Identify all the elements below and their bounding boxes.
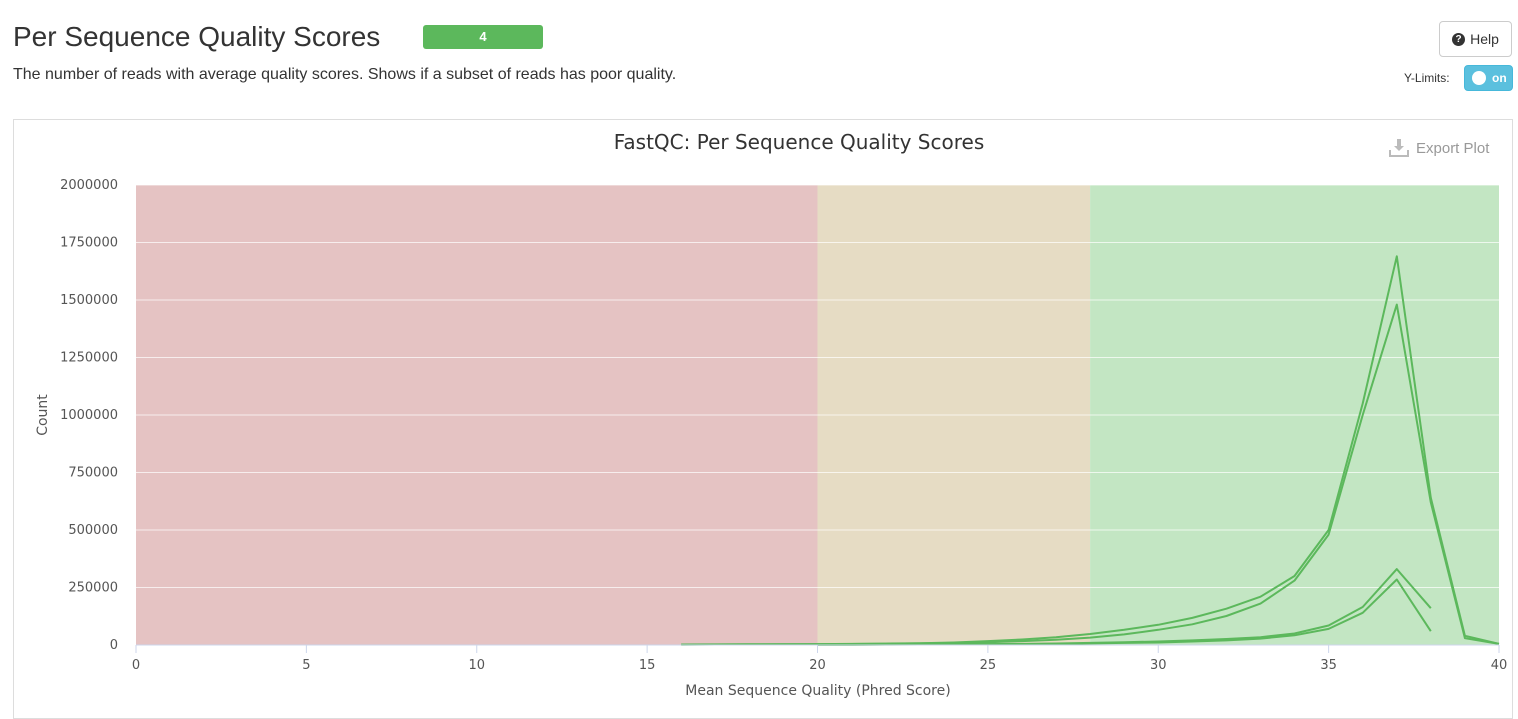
page-title: Per Sequence Quality Scores — [13, 21, 381, 52]
question-circle-icon: ? — [1452, 32, 1466, 46]
y-tick-label: 250000 — [68, 581, 118, 596]
help-button[interactable]: ? Help — [1439, 21, 1512, 57]
y-tick-label: 1750000 — [60, 236, 118, 251]
y-tick-label: 750000 — [68, 466, 118, 481]
export-plot-label: Export Plot — [1416, 139, 1490, 157]
gridlines — [136, 184, 1499, 588]
section-description: The number of reads with average quality… — [13, 66, 677, 83]
x-tick-label: 30 — [1150, 658, 1167, 673]
series-lines — [681, 255, 1500, 646]
y-axis-label: Count — [35, 394, 51, 436]
x-tick-label: 0 — [132, 658, 140, 673]
x-tick-label: 40 — [1491, 658, 1508, 673]
x-tick-label: 25 — [980, 658, 997, 673]
y-tick-label: 1000000 — [60, 408, 118, 423]
status-badge[interactable]: 4 — [423, 25, 543, 49]
y-tick-label: 0 — [110, 638, 118, 653]
x-tick-label: 10 — [468, 658, 485, 673]
toggle-state-label: on — [1492, 71, 1507, 85]
x-tick-label: 5 — [302, 658, 310, 673]
export-plot-button[interactable]: Export Plot — [1389, 137, 1489, 159]
x-axis-label: Mean Sequence Quality (Phred Score) — [685, 683, 950, 699]
y-tick-label: 2000000 — [60, 178, 118, 193]
ylimits-toggle[interactable]: on — [1464, 65, 1513, 91]
x-tick-label: 35 — [1320, 658, 1337, 673]
download-icon — [1389, 139, 1409, 157]
toggle-knob — [1472, 71, 1486, 85]
y-tick-label: 500000 — [68, 523, 118, 538]
ylimits-label: Y-Limits: — [1404, 71, 1450, 85]
x-tick-label: 20 — [809, 658, 826, 673]
chart-title: FastQC: Per Sequence Quality Scores — [614, 130, 985, 154]
axes: 0 250000 500000 750000 1000000 1250000 1500000… — [60, 178, 1507, 673]
x-tick-label: 15 — [639, 658, 656, 673]
y-tick-label: 1500000 — [60, 293, 118, 308]
help-button-label: Help — [1470, 31, 1499, 47]
y-tick-label: 1250000 — [60, 351, 118, 366]
